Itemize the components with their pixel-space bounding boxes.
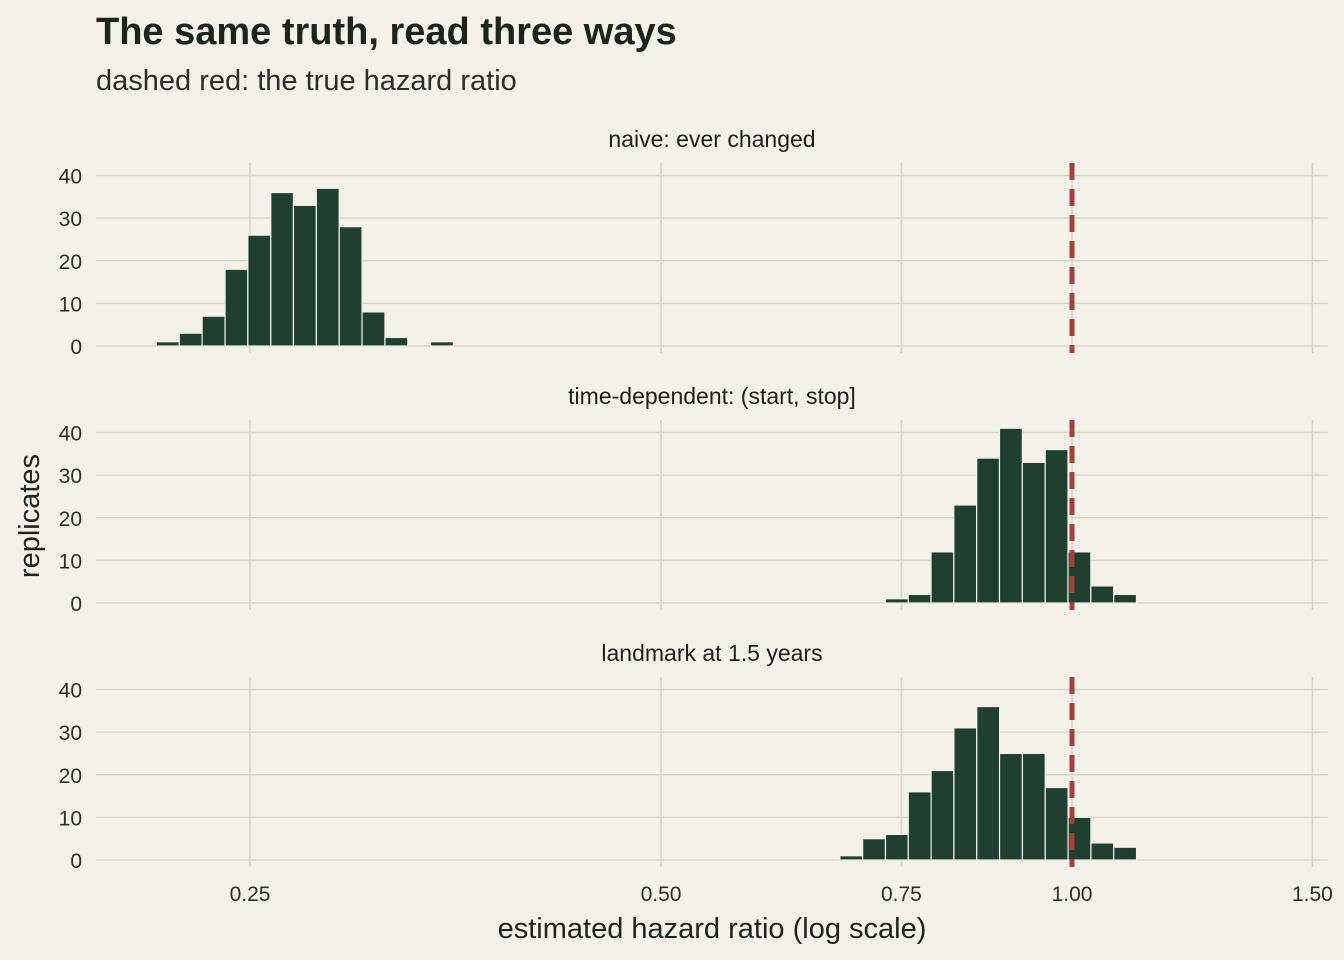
histogram-bar — [953, 504, 978, 604]
histogram-bar — [998, 427, 1023, 604]
x-tick-label: 0.75 — [881, 883, 922, 906]
facet-strip-label: time-dependent: (start, stop] — [568, 383, 856, 409]
y-tick-label: 0 — [70, 850, 82, 873]
histogram-bar — [178, 332, 203, 347]
histogram-bar — [201, 315, 226, 347]
y-tick-label: 10 — [59, 807, 82, 830]
histogram-bar — [384, 336, 409, 347]
histogram-bar — [998, 752, 1024, 861]
facet-strip-label: landmark at 1.5 years — [601, 640, 822, 666]
x-tick-label: 0.50 — [641, 883, 682, 906]
histogram-bar — [361, 311, 386, 347]
facet-panel: naive: ever changed 0 10 20 30 40 — [59, 126, 1328, 359]
y-tick-label: 40 — [59, 166, 82, 189]
histogram-bar — [930, 551, 955, 604]
histogram-bar — [1044, 448, 1069, 604]
y-tick-label: 40 — [59, 423, 82, 446]
histogram-bar — [224, 268, 249, 347]
facet-panel: landmark at 1.5 years 0 10 20 30 40 — [59, 640, 1328, 873]
histogram-bar — [884, 833, 909, 861]
y-tick-label: 30 — [59, 208, 82, 231]
y-tick-label: 10 — [59, 550, 82, 573]
histogram-bar — [292, 204, 317, 347]
y-tick-label: 20 — [59, 508, 82, 531]
histogram-bar — [338, 226, 363, 347]
histogram-bar — [270, 191, 295, 347]
histogram-bar — [1021, 461, 1046, 604]
histogram-bar — [315, 187, 340, 347]
x-tick-label: 1.50 — [1292, 883, 1333, 906]
x-axis-title: estimated hazard ratio (log scale) — [498, 913, 927, 945]
x-tick-label: 0.25 — [230, 883, 271, 906]
x-axis: 0.25 0.50 0.75 1.00 1.50 — [230, 883, 1333, 906]
y-tick-label: 10 — [59, 293, 82, 316]
y-tick-label: 30 — [59, 722, 82, 745]
x-tick-label: 1.00 — [1052, 883, 1093, 906]
histogram-bar — [1113, 593, 1138, 604]
histogram-bar — [930, 769, 955, 861]
histogram-bar — [907, 791, 932, 861]
histogram-bar — [976, 705, 1001, 861]
y-tick-label: 0 — [70, 593, 82, 616]
histogram-bar — [1090, 585, 1115, 604]
chart-title: The same truth, read three ways — [96, 11, 677, 53]
histogram-bar — [155, 341, 180, 347]
chart-subtitle: dashed red: the true hazard ratio — [96, 65, 517, 97]
histogram-bar — [884, 598, 909, 604]
y-tick-label: 40 — [59, 680, 82, 703]
y-axis-title: replicates — [14, 454, 46, 578]
histogram-bar — [907, 593, 932, 604]
y-tick-label: 0 — [70, 336, 82, 359]
facet-panels: naive: ever changed010203040time-depende… — [59, 126, 1328, 873]
histogram-bar — [976, 457, 1001, 604]
histogram-bar — [839, 855, 864, 861]
y-tick-label: 30 — [59, 465, 82, 488]
histogram-bar — [247, 234, 272, 347]
histogram-bar — [1044, 786, 1069, 861]
y-tick-label: 20 — [59, 765, 82, 788]
histogram-bar — [1021, 752, 1046, 861]
histogram-bar — [862, 838, 887, 861]
histogram-bar — [1113, 846, 1138, 861]
histogram-bar — [953, 727, 978, 861]
facet-panel: time-dependent: (start, stop] 0 10 20 30 40 — [59, 383, 1328, 616]
y-tick-label: 20 — [59, 251, 82, 274]
histogram-bar — [1090, 842, 1115, 861]
facet-strip-label: naive: ever changed — [608, 126, 815, 152]
histogram-bar — [429, 341, 454, 347]
